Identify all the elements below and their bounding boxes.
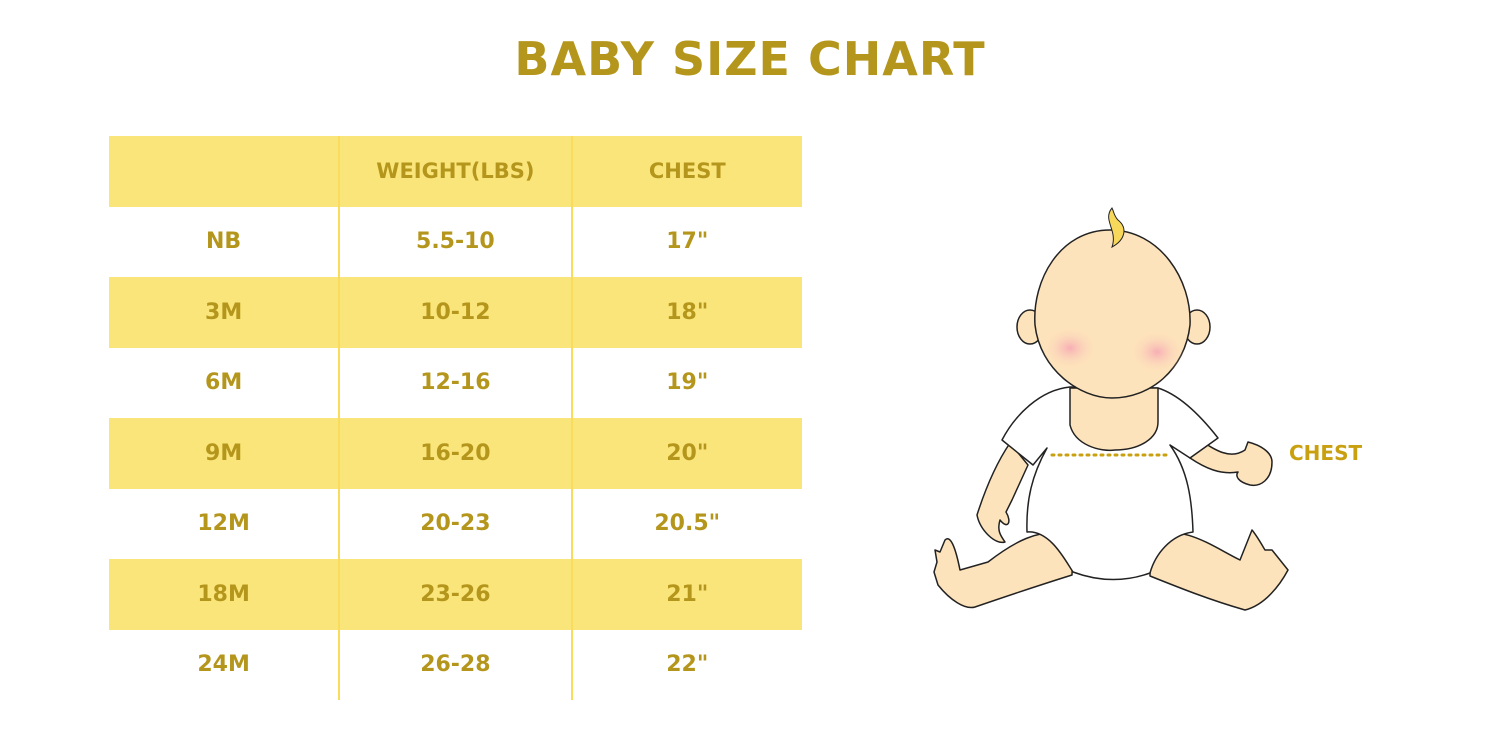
table-row: 18M 23-26 21" <box>109 559 802 630</box>
weight-cell: 20-23 <box>338 488 572 559</box>
weight-cell: 12-16 <box>338 347 572 418</box>
baby-icon <box>933 207 1289 611</box>
table-row: 12M 20-23 20.5" <box>109 488 802 559</box>
size-cell: 9M <box>205 440 243 466</box>
hair-tuft <box>1108 207 1125 249</box>
table-header-row: WEIGHT(LBS) CHEST <box>109 136 802 207</box>
size-cell: 3M <box>205 299 243 325</box>
size-cell: 24M <box>197 652 250 678</box>
header-size <box>109 136 339 207</box>
chest-cell: 22" <box>570 629 802 700</box>
chest-cell: 19" <box>570 347 802 418</box>
chest-cell: 18" <box>570 277 802 348</box>
size-cell: 12M <box>197 511 250 537</box>
weight-cell: 26-28 <box>338 629 572 700</box>
page-title: BABY SIZE CHART <box>514 32 986 86</box>
table-row: NB 5.5-10 17" <box>109 206 802 277</box>
table-row: 3M 10-12 18" <box>109 277 802 348</box>
table-row: 6M 12-16 19" <box>109 347 802 418</box>
left-leg <box>933 531 1074 609</box>
header-chest: CHEST <box>570 136 802 207</box>
left-cheek <box>1042 326 1098 370</box>
weight-cell: 16-20 <box>338 418 572 489</box>
head <box>1034 229 1191 399</box>
size-cell: NB <box>206 229 242 255</box>
weight-cell: 5.5-10 <box>338 206 572 277</box>
table-row: 24M 26-28 22" <box>109 629 802 700</box>
onesie <box>1001 386 1219 581</box>
chest-cell: 21" <box>570 559 802 630</box>
header-weight: WEIGHT(LBS) <box>338 136 572 207</box>
table-row: 9M 16-20 20" <box>109 418 802 489</box>
weight-cell: 10-12 <box>338 277 572 348</box>
chest-cell: 17" <box>570 206 802 277</box>
weight-cell: 23-26 <box>338 559 572 630</box>
chest-label: CHEST <box>1289 441 1363 465</box>
neck <box>1069 387 1159 452</box>
size-table: WEIGHT(LBS) CHEST NB 5.5-10 17" 3M 10-12 18"… <box>109 136 802 700</box>
left-arm <box>976 442 1029 544</box>
right-leg <box>1149 529 1289 611</box>
chest-cell: 20" <box>570 418 802 489</box>
size-cell: 18M <box>197 581 250 607</box>
right-arm <box>1189 439 1273 487</box>
chest-cell: 20.5" <box>570 488 802 559</box>
right-cheek <box>1129 330 1185 374</box>
size-cell: 6M <box>205 370 243 396</box>
